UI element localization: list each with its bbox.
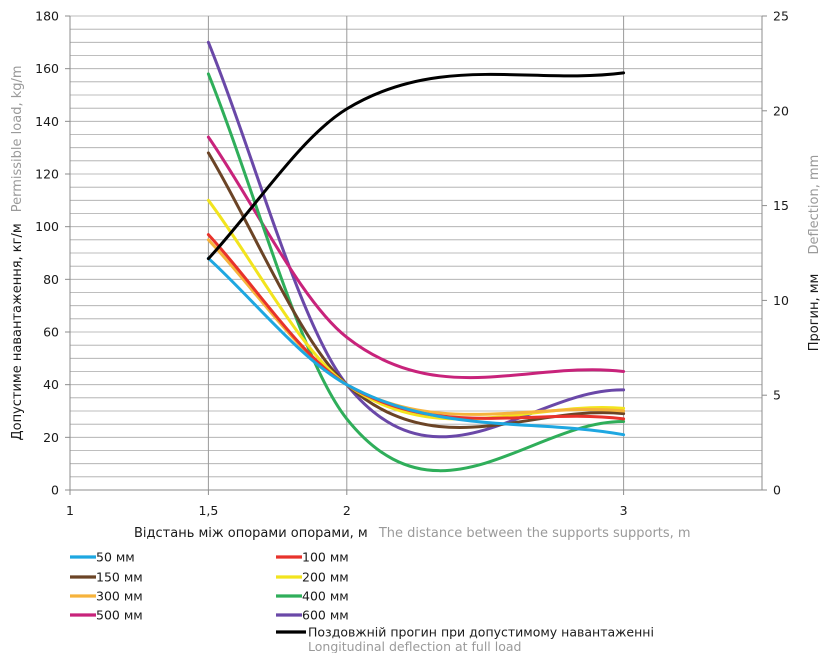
y2-tick-label: 5 (773, 388, 781, 403)
x-axis-title: Відстань між опорами опорами, м The dist… (134, 522, 691, 541)
axes-layer (69, 16, 763, 491)
y2-tick-label: 0 (773, 483, 781, 498)
y2-tick-label: 20 (773, 103, 789, 118)
series-line-0 (206, 256, 626, 437)
series-line-8 (206, 71, 626, 261)
x-tick-label: 1 (66, 503, 74, 518)
x-axis-title-ua: Відстань між опорами опорами, м (134, 526, 368, 541)
series-line-1 (206, 233, 626, 421)
legend-label: 50 мм (96, 550, 135, 565)
series-line-5 (206, 72, 626, 473)
y-axis-title-en: Permissible load, kg/m (10, 65, 25, 212)
series-line-6 (206, 135, 626, 380)
x-tick-label: 3 (620, 503, 628, 518)
x-tick-label: 2 (343, 503, 351, 518)
legend-label: 300 мм (96, 589, 143, 604)
y-tick-label: 100 (35, 219, 59, 234)
x-tick-label: 1,5 (198, 503, 218, 518)
y-tick-label: 180 (35, 9, 59, 24)
legend-label: 500 мм (96, 608, 143, 623)
y-axis-title-ua: Допустиме навантаження, кг/м (10, 223, 25, 440)
y2-tick-label: 10 (773, 293, 789, 308)
x-axis-title-en: The distance between the supports suppor… (378, 526, 691, 541)
y2-axis-title-ua: Прогин, мм (807, 274, 820, 352)
series-layer (206, 40, 626, 473)
legend-label: 150 мм (96, 570, 143, 585)
grid-layer (70, 15, 762, 490)
y2-axis-title: Прогин, мм Deflection, mm (803, 155, 820, 352)
legend-label: 100 мм (302, 550, 349, 565)
ticks-layer: 1 1,5 2 3 0 20 40 60 80 100 120 140 160 180 0 5 10 15 20 25 (35, 9, 789, 519)
y-axis-title: Допустиме навантаження, кг/м Permissible… (6, 65, 25, 440)
legend-label-deflection-en: Longitudinal deflection at full load (308, 639, 521, 653)
y-tick-label: 60 (43, 325, 59, 340)
y2-tick-label: 25 (773, 9, 789, 24)
y-tick-label: 80 (43, 272, 59, 287)
y-tick-label: 40 (43, 377, 59, 392)
y2-axis-title-en: Deflection, mm (807, 155, 820, 255)
y-tick-label: 20 (43, 430, 59, 445)
y-tick-label: 0 (51, 483, 59, 498)
legend-label: 400 мм (302, 589, 349, 604)
legend-label: 600 мм (302, 608, 349, 623)
y2-tick-label: 15 (773, 198, 789, 213)
y-tick-label: 140 (35, 114, 59, 129)
legend-label-deflection: Поздовжній прогин при допустимому навант… (308, 625, 654, 640)
legend: 50 мм 100 мм 150 мм 200 мм 300 мм 400 мм 500 м… (70, 550, 654, 653)
legend-label: 200 мм (302, 570, 349, 585)
y-tick-label: 160 (35, 61, 59, 76)
y-tick-label: 120 (35, 167, 59, 182)
